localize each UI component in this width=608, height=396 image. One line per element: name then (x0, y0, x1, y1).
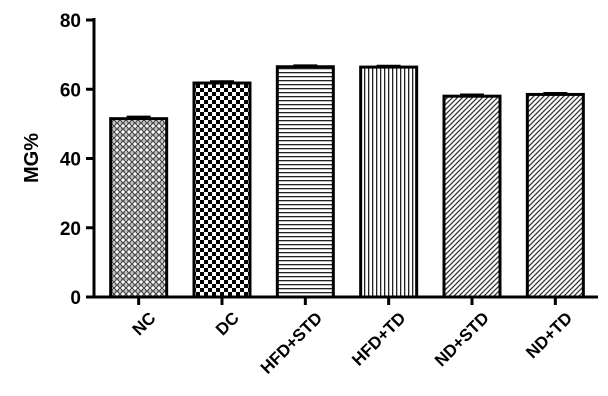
x-axis (92, 295, 598, 305)
bar-nc (109, 117, 169, 299)
x-tick-label: ND+STD (431, 308, 493, 370)
bar-nd-std (442, 94, 502, 299)
bars (109, 65, 585, 299)
error-bars (126, 64, 568, 119)
bar-hfd-std (275, 65, 335, 299)
x-tick-label: DC (212, 308, 243, 339)
bar-nd-td (525, 92, 585, 299)
y-tick-label: 20 (60, 219, 81, 240)
y-tick-label: 40 (60, 150, 81, 171)
category-labels: NC DC HFD+STD HFD+TD ND+STD ND+TD (129, 308, 576, 377)
y-axis: 0 20 40 60 80 (60, 11, 96, 309)
y-axis-title: MG% (21, 133, 43, 183)
x-tick-label: HFD+TD (348, 308, 409, 369)
bar-dc (192, 81, 252, 299)
bar-hfd-td (359, 65, 419, 299)
y-tick-label: 60 (60, 80, 81, 101)
y-tick-label: 0 (70, 288, 81, 309)
x-tick-label: HFD+STD (257, 308, 326, 377)
y-tick-label: 80 (60, 11, 81, 32)
x-tick-label: ND+TD (522, 308, 576, 362)
x-tick-label: NC (129, 308, 160, 339)
